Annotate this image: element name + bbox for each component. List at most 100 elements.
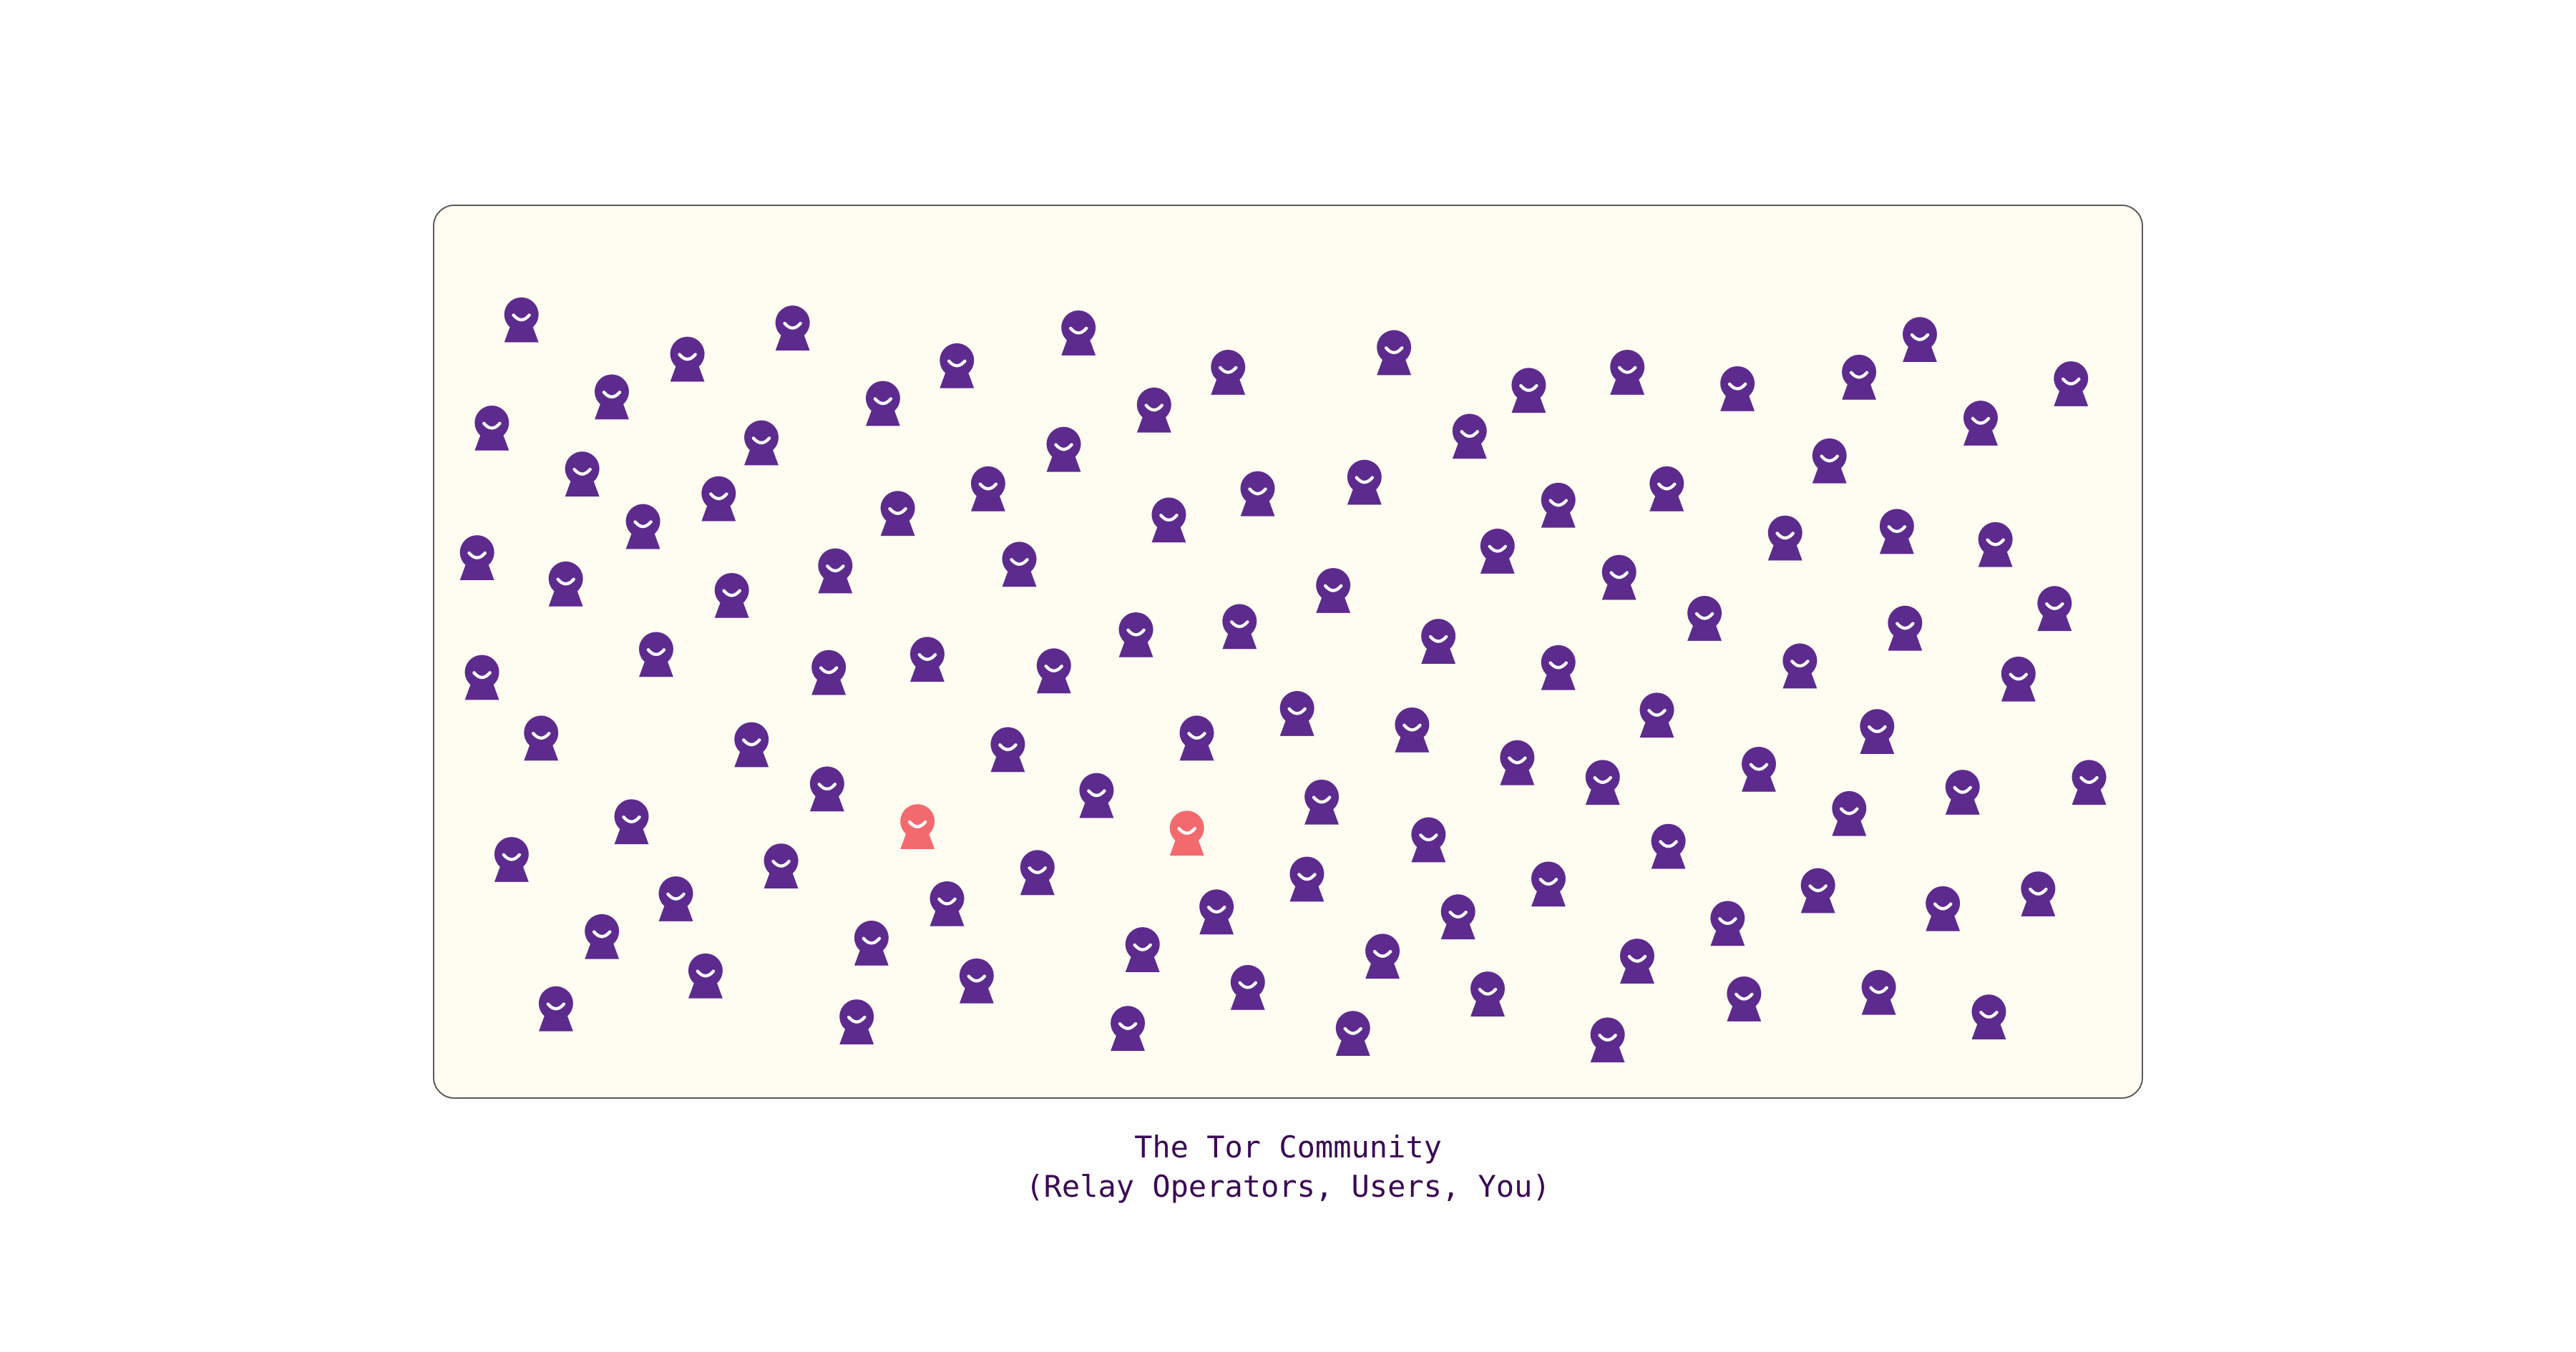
person-icon-head xyxy=(1377,330,1412,365)
person-icon-smile xyxy=(1312,795,1332,804)
person-icon xyxy=(639,632,673,677)
person-icon-smile xyxy=(847,1015,867,1024)
person-icon xyxy=(701,476,736,521)
person-icon-head xyxy=(1651,823,1686,858)
person-icon-head xyxy=(1800,868,1835,903)
person-icon-smile xyxy=(472,671,492,680)
person-icon xyxy=(930,881,965,926)
person-icon xyxy=(688,953,723,999)
person-icon-head xyxy=(1963,401,1998,435)
person-icon-head xyxy=(1610,350,1645,384)
person-icon-smile xyxy=(2045,602,2064,610)
person-icon-head xyxy=(701,476,736,511)
person-icon-smile xyxy=(1126,628,1146,637)
person-icon-smile xyxy=(1617,366,1637,374)
person-icon-head xyxy=(1002,542,1037,577)
person-icon-head xyxy=(734,722,769,757)
person-icon-smile xyxy=(1488,544,1508,553)
person-icon-smile xyxy=(1694,612,1714,620)
person-icon-head xyxy=(1620,939,1654,974)
person-icon-head xyxy=(1230,964,1265,999)
person-icon-smile xyxy=(1986,538,2005,547)
person-icon-head xyxy=(459,535,494,570)
person-icon xyxy=(1199,889,1234,935)
highlighted-person-icon-head xyxy=(1169,810,1204,846)
person-icon xyxy=(763,843,799,889)
person-icon-head xyxy=(1020,850,1055,885)
person-icon xyxy=(1079,773,1114,818)
person-icon xyxy=(909,637,945,682)
person-icon xyxy=(1879,509,1914,554)
person-icon-head xyxy=(1879,509,1914,544)
person-icon xyxy=(1377,330,1412,376)
person-icon xyxy=(1020,850,1055,896)
person-icon-head xyxy=(1079,773,1114,808)
person-icon-head xyxy=(1480,529,1515,563)
person-icon xyxy=(1279,691,1314,736)
person-icon-smile xyxy=(2079,775,2099,784)
person-icon-smile xyxy=(678,353,697,361)
person-icon xyxy=(625,504,660,549)
person-icon xyxy=(2037,586,2072,632)
person-icon-head xyxy=(1395,707,1430,742)
person-icon-smile xyxy=(1343,1027,1362,1035)
person-icon xyxy=(2072,760,2107,805)
person-icon xyxy=(970,466,1005,511)
person-icon xyxy=(1111,1006,1146,1052)
person-icon-smile xyxy=(783,321,802,330)
person-icon-head xyxy=(1767,515,1802,550)
person-icon-smile xyxy=(1971,416,1991,425)
person-icon-smile xyxy=(633,520,653,529)
person-icon-head xyxy=(1179,715,1214,750)
person-icon xyxy=(1118,612,1153,657)
person-icon-head xyxy=(1511,368,1546,403)
person-icon-smile xyxy=(1323,584,1343,592)
person-icon xyxy=(595,374,629,420)
person-icon-head xyxy=(854,920,889,955)
person-icon-smile xyxy=(817,783,837,791)
person-icon-smile xyxy=(1519,383,1538,392)
person-icon xyxy=(1470,971,1505,1017)
person-icon xyxy=(1971,994,2006,1040)
person-icon-smile xyxy=(467,551,487,559)
person-icon-head xyxy=(1046,426,1081,461)
person-icon xyxy=(959,958,994,1004)
person-icon-head xyxy=(1125,927,1160,962)
person-icon-smile xyxy=(1448,910,1468,919)
person-icon xyxy=(1541,482,1576,528)
person-icon-head xyxy=(504,297,539,332)
person-icon-smile xyxy=(1869,986,1888,994)
person-icon-head xyxy=(818,548,853,583)
person-icon xyxy=(1832,790,1867,836)
person-icon-smile xyxy=(1460,430,1480,439)
person-icon-head xyxy=(1742,746,1776,781)
person-icon-smile xyxy=(1868,725,1887,733)
person-icon-head xyxy=(1531,861,1566,896)
person-icon-head xyxy=(744,420,779,455)
person-icon-smile xyxy=(1054,443,1073,451)
highlighted-person-icon xyxy=(1169,810,1204,856)
person-icon-head xyxy=(1365,934,1400,969)
person-icon-smile xyxy=(1508,756,1527,765)
person-icon-smile xyxy=(1159,514,1179,522)
person-icon-smile xyxy=(1657,482,1677,491)
person-icon-smile xyxy=(1248,487,1267,496)
person-icon xyxy=(1812,438,1847,484)
person-icon-head xyxy=(1812,438,1847,473)
person-icon xyxy=(585,913,620,959)
person-icon-smile xyxy=(1144,403,1164,412)
person-icon-smile xyxy=(862,936,882,945)
person-icon-head xyxy=(714,572,749,607)
person-icon-head xyxy=(1061,310,1096,345)
person-icon-head xyxy=(464,655,499,690)
person-icon xyxy=(1926,886,1961,931)
person-icon-head xyxy=(1347,459,1382,494)
person-icon xyxy=(1601,554,1636,600)
person-icon-smile xyxy=(1647,708,1667,717)
person-icon-smile xyxy=(1910,333,1930,341)
community-diagram xyxy=(459,297,2107,1063)
person-icon-smile xyxy=(1428,635,1448,643)
person-icon-smile xyxy=(888,506,907,515)
person-icon-head xyxy=(1411,817,1446,852)
person-icon-head xyxy=(865,381,900,416)
